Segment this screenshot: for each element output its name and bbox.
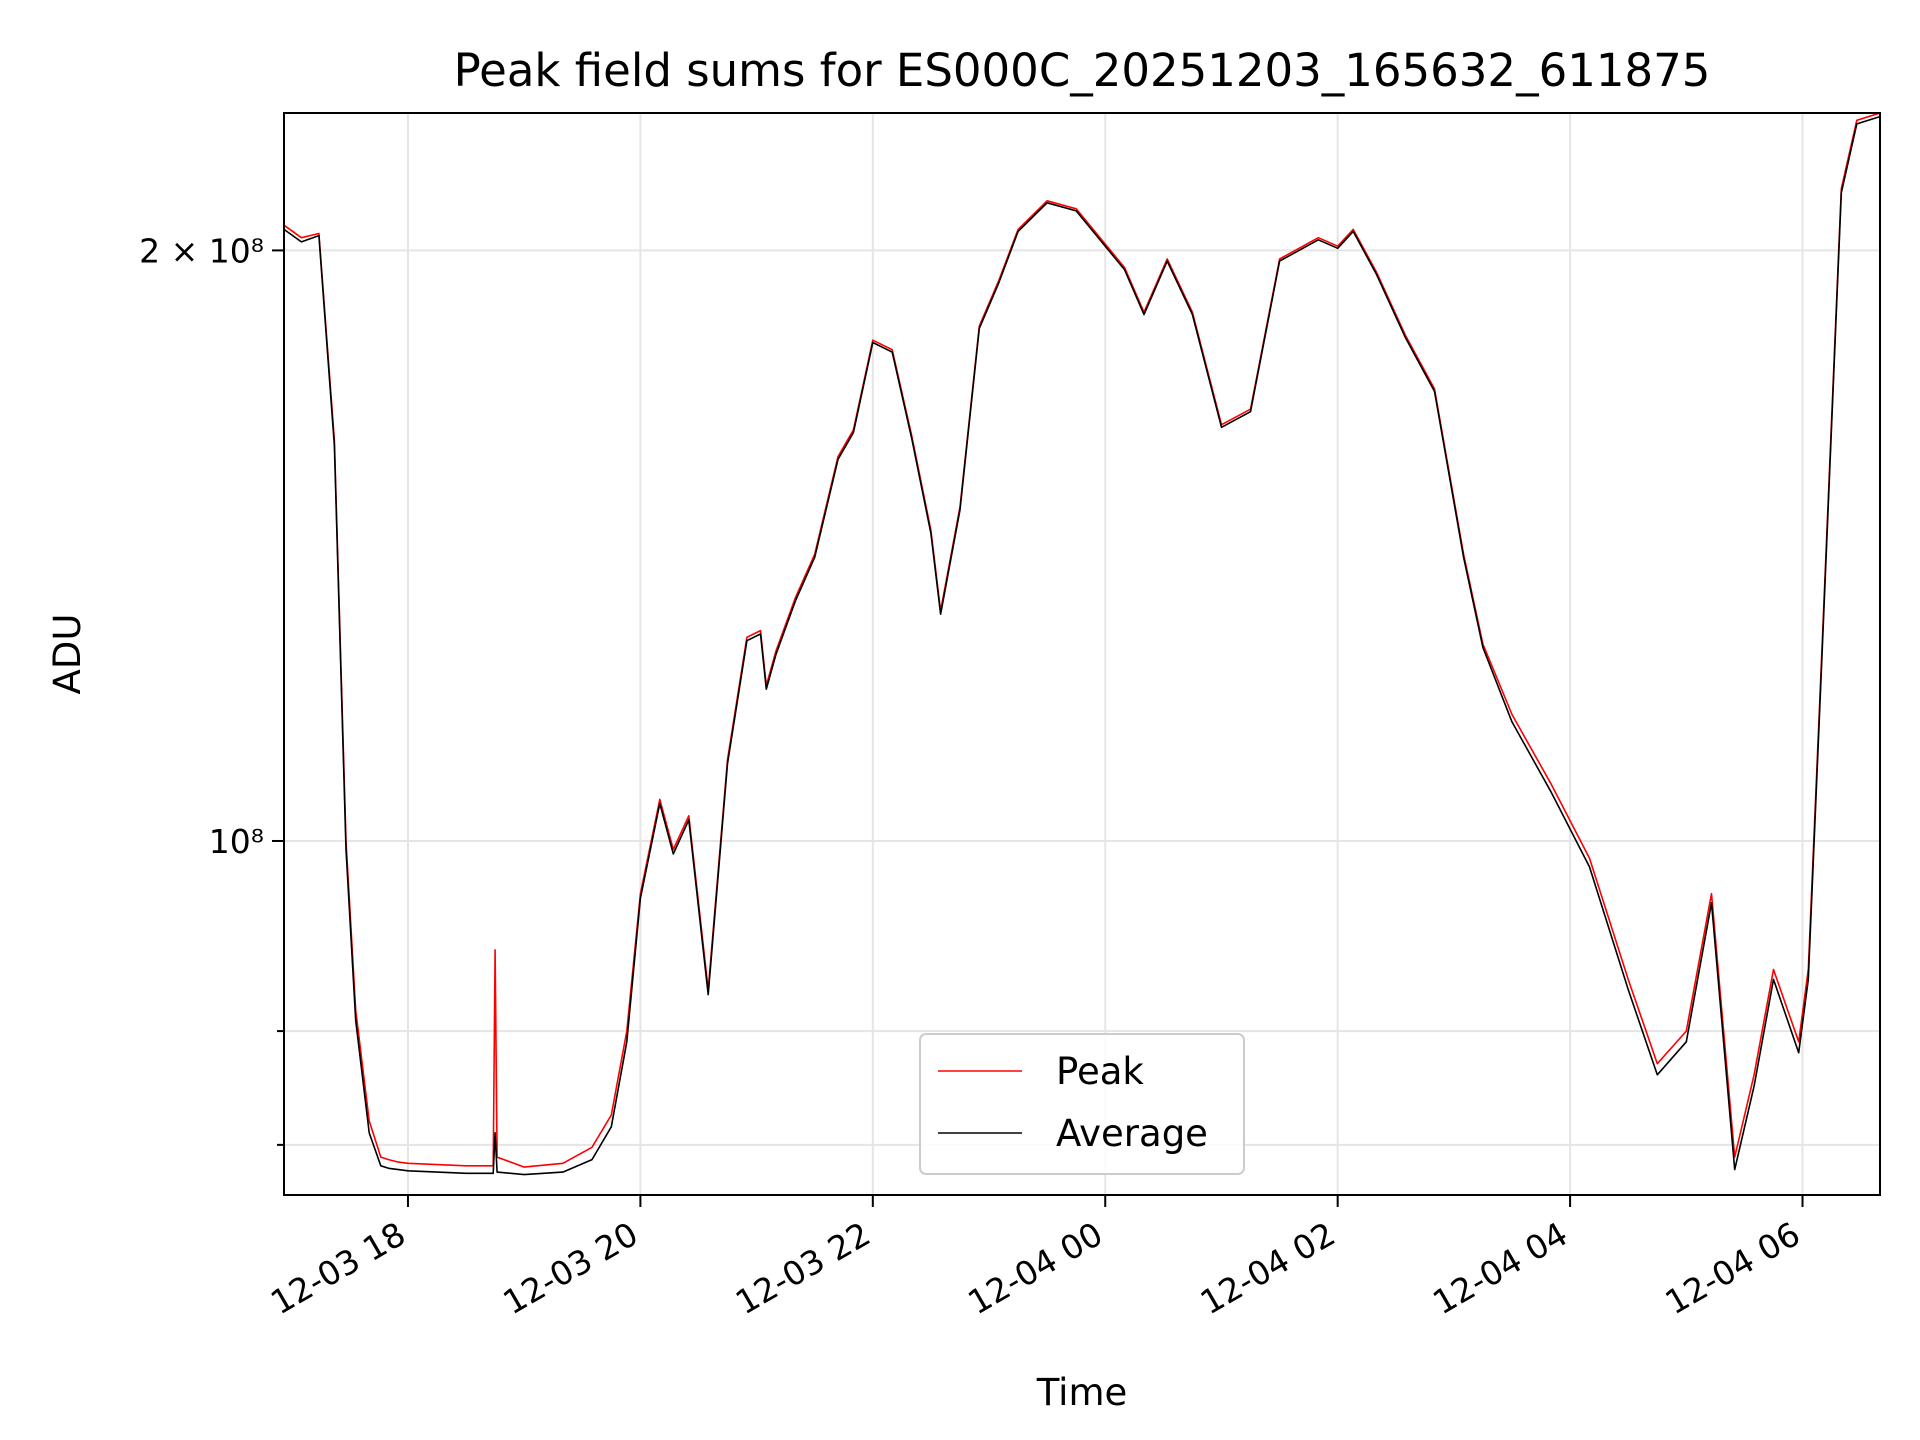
legend-box — [919, 1033, 1245, 1175]
y-axis: 2 × 10⁸ 10⁸ — [139, 231, 284, 1146]
y-tick-label: 10⁸ — [209, 822, 264, 861]
legend-label-average: Average — [1056, 1112, 1208, 1155]
grid — [284, 113, 1880, 1195]
series-layer — [283, 112, 1881, 1176]
legend: Peak Average — [919, 1033, 1245, 1175]
x-axis-label: Time — [1036, 1371, 1128, 1414]
y-tick-label: 2 × 10⁸ — [139, 231, 264, 270]
chart-title: Peak field sums for ES000C_20251203_1656… — [454, 44, 1711, 97]
series-line-average — [283, 115, 1881, 1176]
legend-label-peak: Peak — [1056, 1050, 1144, 1093]
plot-frame — [283, 112, 1881, 1196]
y-axis-label: ADU — [46, 614, 89, 695]
